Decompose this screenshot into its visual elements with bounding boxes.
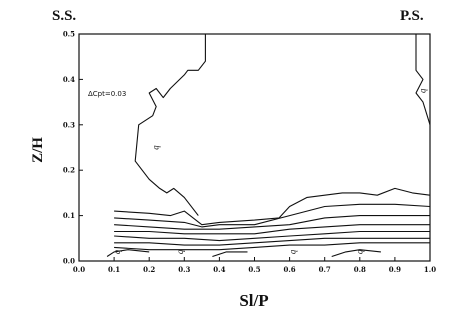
x-tick-label: 0.1 (108, 265, 120, 274)
y-tick-label: 0.3 (63, 120, 75, 129)
left-side-label: S.S. (52, 8, 76, 24)
x-tick-label: 0.8 (354, 265, 366, 274)
contour-label: b (177, 250, 187, 255)
right-side-label: P.S. (400, 8, 424, 24)
contour-line-5 (114, 215, 430, 230)
x-tick-label: 0.9 (389, 265, 401, 274)
contour-line-6 (114, 224, 430, 235)
contour-label: b (289, 250, 299, 255)
contour-label: b (356, 250, 366, 255)
y-axis-label: Z/H (30, 137, 46, 163)
contour-labels: b b b b b b (114, 89, 429, 255)
x-ticks: 0.0 0.1 0.2 0.3 0.4 0.5 0.6 0.7 0.8 0.9 1.0 (73, 257, 436, 274)
y-tick-label: 0.2 (63, 166, 75, 175)
x-tick-label: 0.0 (73, 265, 85, 274)
contour-lines (106, 34, 431, 258)
contour-line-1 (134, 34, 206, 216)
y-tick-label: 0.4 (63, 75, 75, 84)
x-tick-label: 0.7 (319, 265, 331, 274)
contour-interval-label: ΔCpt=0.03 (88, 90, 126, 98)
y-ticks: 0.0 0.1 0.2 0.3 0.4 0.5 (63, 30, 83, 266)
contour-line-3 (114, 187, 431, 226)
contour-line-7 (114, 230, 430, 242)
x-axis-label: Sl/P (239, 291, 268, 310)
x-tick-label: 1.0 (424, 265, 436, 274)
contour-line-9 (114, 242, 430, 251)
contour-label: b (114, 250, 124, 255)
contour-line-11 (212, 251, 248, 258)
x-tick-label: 0.2 (143, 265, 155, 274)
contour-label: b (152, 145, 162, 150)
contour-line-2 (415, 34, 431, 125)
y-tick-label: 0.0 (63, 257, 75, 266)
x-tick-label: 0.5 (248, 265, 260, 274)
contour-line-10 (106, 249, 150, 257)
contour-line-12 (331, 249, 381, 258)
x-tick-label: 0.3 (178, 265, 190, 274)
y-tick-label: 0.5 (63, 30, 75, 39)
y-tick-label: 0.1 (63, 211, 75, 220)
x-tick-label: 0.6 (284, 265, 296, 274)
contour-line-4 (114, 203, 431, 228)
contour-line-8 (114, 237, 430, 246)
contour-label: b (419, 89, 429, 94)
x-tick-label: 0.4 (213, 265, 225, 274)
